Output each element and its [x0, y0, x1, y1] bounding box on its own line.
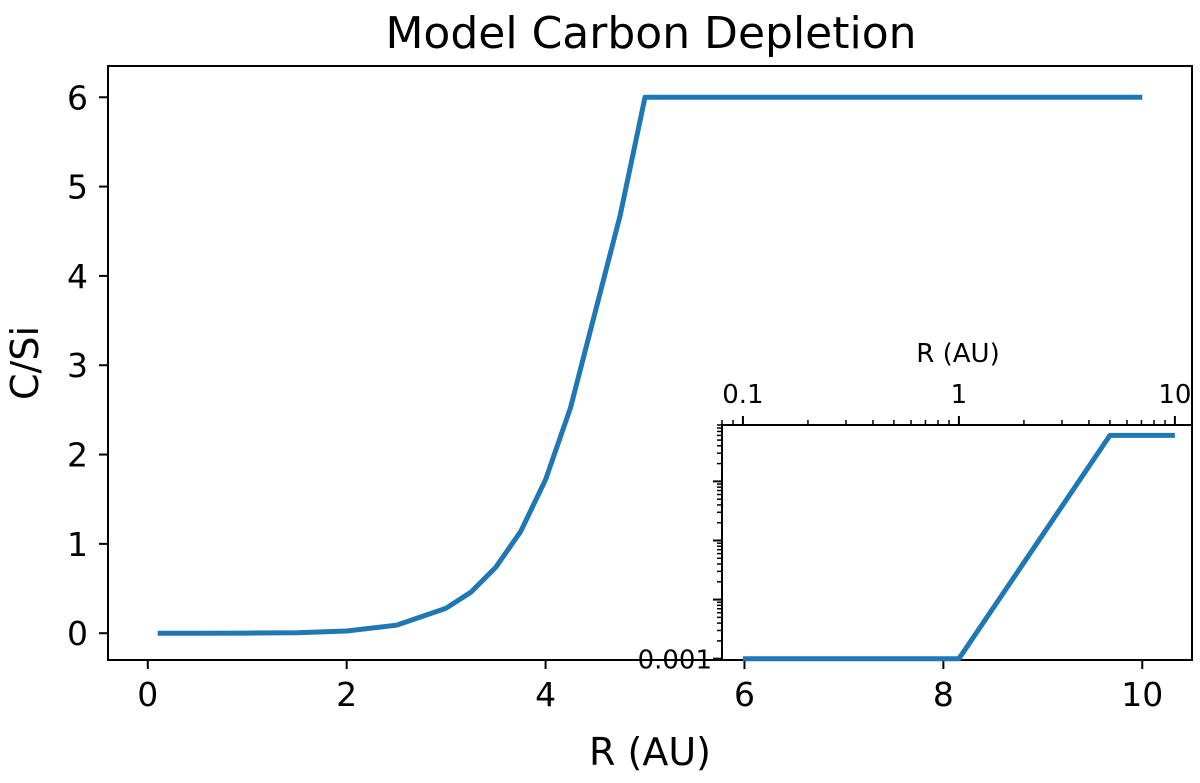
x-tick-label: 10 — [1121, 675, 1163, 714]
y-tick-label: 5 — [67, 168, 88, 207]
main-plot-frame — [107, 65, 1193, 661]
main-series-line — [157, 94, 1143, 636]
y-tick-label: 1 — [67, 525, 88, 564]
x-tick-label: 0 — [137, 675, 158, 714]
inset-plot: 0.1 1 10 0.001 R (AU) — [638, 339, 1193, 676]
x-tick-label: 6 — [734, 675, 755, 714]
x-tick-label: 4 — [535, 675, 556, 714]
chart-title: Model Carbon Depletion — [385, 8, 916, 59]
y-tick-label: 2 — [67, 436, 88, 475]
x-tick-label: 8 — [933, 675, 954, 714]
x-axis-label: R (AU) — [589, 730, 711, 774]
y-tick-label: 6 — [67, 78, 88, 117]
y-axis-label: C/Si — [3, 326, 47, 400]
inset-x-tick-label: 0.1 — [722, 380, 763, 410]
inset-series-line — [742, 432, 1175, 662]
x-tick-label: 2 — [336, 675, 357, 714]
y-tick-label: 3 — [67, 346, 88, 385]
inset-x-tick-label: 10 — [1158, 380, 1191, 410]
y-tick-label: 4 — [67, 257, 88, 296]
main-plot: 0 2 4 6 8 10 0 1 2 3 4 5 6 — [67, 65, 1193, 714]
inset-plot-background — [721, 424, 1193, 661]
y-tick-label: 0 — [67, 614, 88, 653]
inset-x-axis-label: R (AU) — [916, 339, 999, 369]
inset-y-tick-label: 0.001 — [638, 646, 712, 676]
inset-x-tick-label: 1 — [951, 380, 968, 410]
